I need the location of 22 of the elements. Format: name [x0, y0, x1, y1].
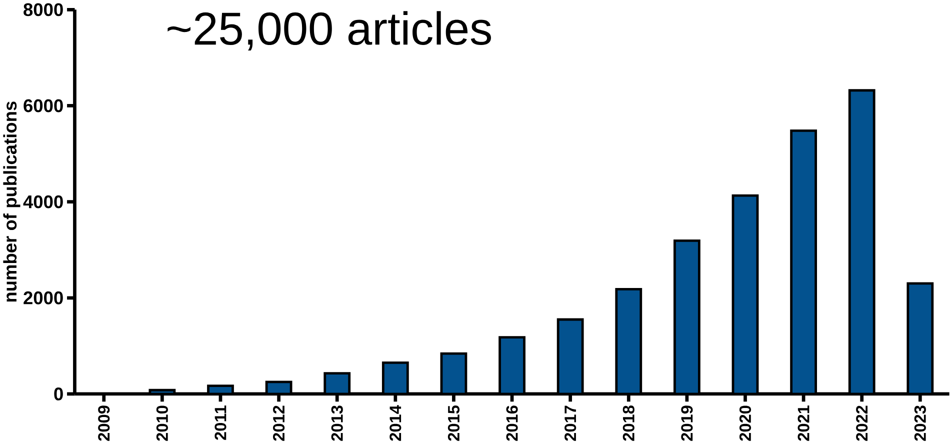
x-tick-label: 2018	[622, 406, 634, 442]
x-tick-label: 2015	[448, 406, 460, 442]
y-tick-label: 6000	[24, 99, 63, 112]
y-axis-title: number of publications	[3, 102, 20, 302]
y-tick-label: 0	[54, 388, 63, 401]
x-tick-label: 2022	[856, 406, 868, 442]
y-tick-label: 2000	[24, 292, 63, 305]
x-tick-label: 2010	[156, 406, 168, 442]
x-tick-label: 2016	[506, 406, 518, 442]
x-tick-label: 2011	[214, 406, 226, 440]
x-tick-label: 2013	[331, 406, 343, 442]
y-tick-label: 8000	[24, 3, 63, 16]
y-tick-label: 4000	[23, 196, 63, 208]
x-tick-label: 2021	[798, 406, 810, 442]
x-tick-label: 2014	[390, 405, 402, 442]
x-tick-label: 2017	[564, 406, 576, 442]
x-tick-label: 2019	[681, 406, 693, 442]
x-tick-label: 2009	[98, 406, 110, 442]
x-tick-label: 2020	[739, 406, 752, 442]
chart-title: ~25,000 articles	[168, 11, 491, 51]
x-tick-label: 2023	[914, 406, 926, 442]
x-tick-label: 2012	[273, 406, 285, 442]
